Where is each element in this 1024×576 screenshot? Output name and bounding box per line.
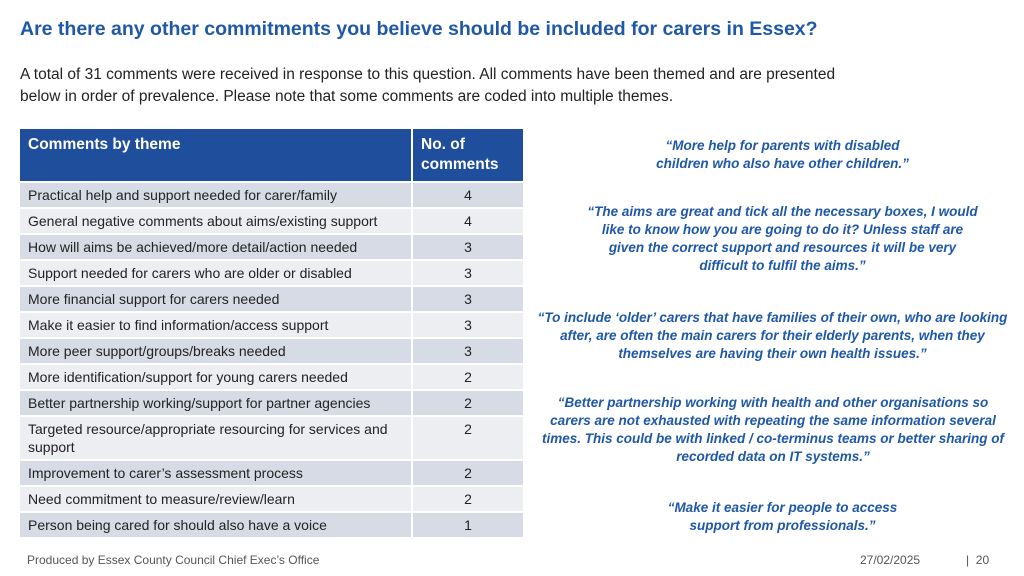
header-theme: Comments by theme [18, 127, 413, 183]
quote-partnership-working: “Better partnership working with health … [541, 395, 1005, 464]
table-row: General negative comments about aims/exi… [18, 207, 525, 235]
footer-producer: Produced by Essex County Council Chief E… [27, 553, 320, 567]
page-title: Are there any other commitments you beli… [20, 18, 818, 40]
theme-cell: General negative comments about aims/exi… [18, 207, 413, 235]
theme-cell: Person being cared for should also have … [18, 511, 413, 539]
count-cell: 2 [411, 485, 525, 513]
count-cell: 3 [411, 233, 525, 261]
footer-date: 27/02/2025 [860, 553, 921, 567]
theme-cell: Practical help and support needed for ca… [18, 181, 413, 209]
table-row: Need commitment to measure/review/learn 2 [18, 485, 525, 513]
table-row: Improvement to carer’s assessment proces… [18, 459, 525, 487]
count-cell: 2 [411, 459, 525, 487]
quote-parents-disabled-children: “More help for parents with disabled chi… [656, 138, 909, 171]
theme-cell: Targeted resource/appropriate resourcing… [18, 415, 413, 461]
table-row: Targeted resource/appropriate resourcing… [18, 415, 525, 461]
theme-cell: Better partnership working/support for p… [18, 389, 413, 417]
footer-page-number: | 20 [966, 553, 990, 567]
theme-cell: Support needed for carers who are older … [18, 259, 413, 287]
quote-access-support: “Make it easier for people to access sup… [667, 500, 898, 533]
quote-aims-support: “The aims are great and tick all the nec… [587, 204, 978, 273]
count-cell: 2 [411, 363, 525, 391]
themes-table: Comments by theme No. of comments Practi… [18, 127, 525, 539]
quote-older-carers: “To include ‘older’ carers that have fam… [537, 310, 1008, 361]
table-row: More identification/support for young ca… [18, 363, 525, 391]
table-row: More financial support for carers needed… [18, 285, 525, 313]
intro-text: A total of 31 comments were received in … [20, 66, 836, 105]
theme-cell: More identification/support for young ca… [18, 363, 413, 391]
count-cell: 4 [411, 207, 525, 235]
theme-cell: More financial support for carers needed [18, 285, 413, 313]
count-cell: 4 [411, 181, 525, 209]
theme-cell: More peer support/groups/breaks needed [18, 337, 413, 365]
table-row: More peer support/groups/breaks needed 3 [18, 337, 525, 365]
count-cell: 3 [411, 311, 525, 339]
table-row: Person being cared for should also have … [18, 511, 525, 539]
table-row: Better partnership working/support for p… [18, 389, 525, 417]
count-cell: 2 [411, 415, 525, 461]
count-cell: 3 [411, 259, 525, 287]
theme-cell: Make it easier to find information/acces… [18, 311, 413, 339]
table-row: Make it easier to find information/acces… [18, 311, 525, 339]
count-cell: 3 [411, 337, 525, 365]
count-cell: 1 [411, 511, 525, 539]
table-header-row: Comments by theme No. of comments [18, 127, 525, 183]
theme-cell: Improvement to carer’s assessment proces… [18, 459, 413, 487]
table-row: How will aims be achieved/more detail/ac… [18, 233, 525, 261]
theme-cell: Need commitment to measure/review/learn [18, 485, 413, 513]
theme-cell: How will aims be achieved/more detail/ac… [18, 233, 413, 261]
count-cell: 2 [411, 389, 525, 417]
table-row: Support needed for carers who are older … [18, 259, 525, 287]
count-cell: 3 [411, 285, 525, 313]
table-row: Practical help and support needed for ca… [18, 181, 525, 209]
header-count: No. of comments [411, 127, 525, 183]
